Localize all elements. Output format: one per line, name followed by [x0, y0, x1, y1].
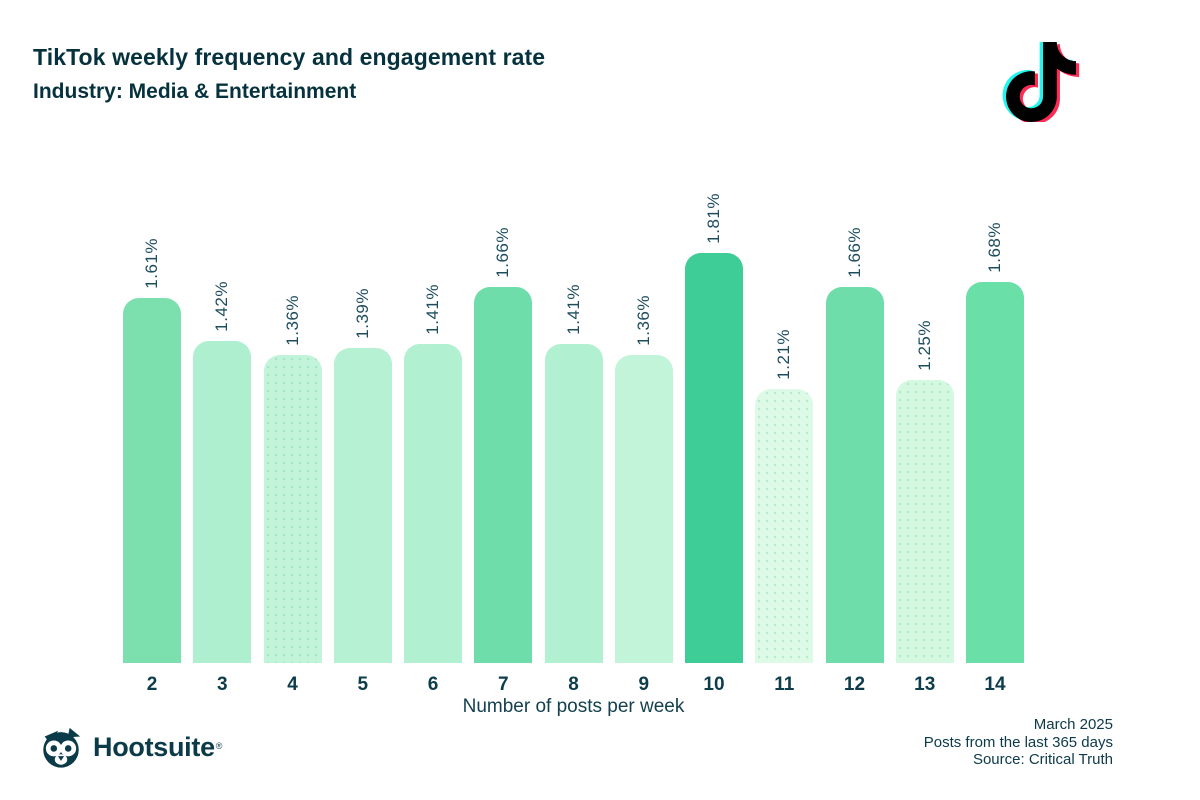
bar-group: 1.36% 4 [263, 253, 322, 695]
bar-value-label: 1.66% [493, 227, 513, 278]
bar-value-label: 1.81% [704, 193, 723, 244]
registered-mark: ® [215, 741, 223, 752]
x-axis-tick-label: 14 [984, 674, 1006, 695]
bar-value-label: 1.68% [985, 222, 1004, 273]
bar-value-label: 1.42% [212, 281, 232, 332]
bar-group: 1.39% 5 [333, 253, 392, 695]
bar-value-label: 1.36% [282, 295, 302, 346]
hootsuite-wordmark: Hootsuite® [93, 731, 223, 762]
bar-value-label: 1.61% [142, 238, 161, 289]
chart-subtitle: Industry: Media & Entertainment [33, 80, 357, 103]
header: TikTok weekly frequency and engagement r… [33, 44, 545, 104]
x-axis-tick-label: 7 [497, 674, 509, 695]
bar [544, 344, 603, 663]
x-axis-tick-label: 6 [427, 674, 439, 695]
bar-group: 1.25% 13 [895, 253, 954, 695]
x-axis-tick-label: 12 [843, 674, 866, 695]
bar [263, 355, 322, 663]
x-axis-tick-label: 13 [914, 674, 936, 695]
source-block: March 2025 Posts from the last 365 days … [924, 716, 1113, 769]
bar-value-label: 1.36% [633, 295, 653, 346]
bar [895, 380, 954, 663]
bar [825, 287, 884, 663]
bar-value-label: 1.25% [914, 320, 934, 371]
bar-group: 1.36% 9 [614, 253, 673, 695]
chart-title: TikTok weekly frequency and engagement r… [33, 44, 546, 70]
x-axis-tick-label: 5 [357, 674, 369, 695]
bar [755, 389, 814, 663]
bar [404, 344, 462, 663]
bar-group: 1.81% 10 [685, 193, 743, 695]
source-range: Posts from the last 365 days [923, 733, 1113, 751]
bar [614, 355, 673, 663]
bar-group: 1.66% 12 [825, 227, 884, 695]
x-axis-tick-label: 9 [638, 674, 650, 695]
bar [685, 253, 743, 663]
source-credit: Source: Critical Truth [972, 751, 1113, 768]
bar-group: 1.68% 14 [966, 222, 1024, 695]
bar-value-label: 1.21% [774, 329, 794, 380]
bar [193, 341, 252, 663]
bar [333, 348, 392, 663]
x-axis-tick-label: 2 [146, 674, 158, 695]
bar-group: 1.66% 7 [474, 227, 533, 695]
bar-value-label: 1.39% [352, 288, 372, 339]
x-axis-tick-label: 3 [216, 674, 228, 695]
hootsuite-logo: Hootsuite® [38, 724, 222, 770]
x-axis-tick-label: 4 [287, 674, 298, 695]
bar-value-label: 1.41% [563, 284, 583, 335]
bar-group: 1.42% 3 [193, 253, 252, 695]
bar-chart-bars: 1.61% 2 1.42% 3 1.36% 4 1.39% 5 1.41% 6 1.66% 7 1.41… [123, 193, 1024, 695]
bar-value-label: 1.66% [844, 227, 864, 278]
bar [474, 287, 533, 663]
x-axis-tick-label: 8 [568, 674, 579, 695]
tiktok-icon [1002, 42, 1080, 122]
bar [123, 298, 181, 663]
bar-value-label: 1.41% [423, 284, 442, 335]
bar [966, 282, 1024, 663]
x-axis-title: Number of posts per week [462, 696, 685, 717]
bar-group: 1.41% 6 [404, 253, 462, 695]
x-axis-tick-label: 11 [774, 674, 795, 695]
x-axis-tick-label: 10 [703, 674, 725, 695]
bar-group: 1.41% 8 [544, 253, 603, 695]
hootsuite-owl-icon [43, 727, 81, 768]
bar-group: 1.21% 11 [755, 253, 814, 695]
bar-group: 1.61% 2 [123, 238, 181, 695]
source-date: March 2025 [1033, 716, 1113, 733]
